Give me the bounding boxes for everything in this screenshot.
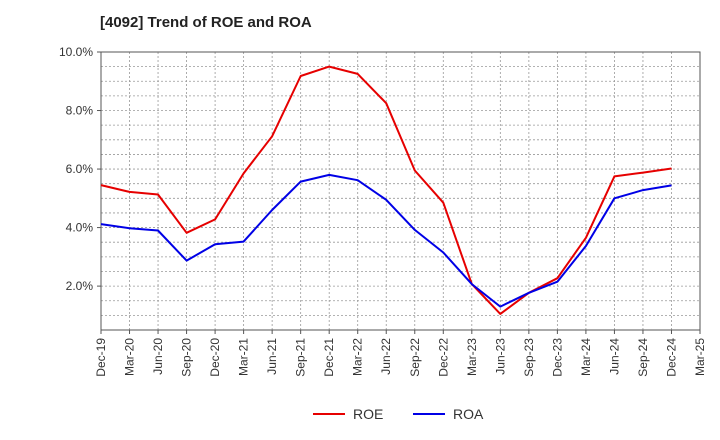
x-tick-label: Sep-20	[180, 338, 194, 377]
x-tick-label: Jun-24	[607, 338, 621, 375]
legend: ROE ROA	[313, 406, 484, 422]
y-tick-label: 2.0%	[66, 279, 94, 293]
x-axis: Dec-19 Mar-20 Jun-20 Sep-20 Dec-20 Mar-21 Jun-…	[94, 330, 707, 377]
x-tick-label: Mar-22	[351, 338, 365, 376]
x-tick-label: Mar-21	[237, 338, 251, 376]
plot-area	[100, 51, 701, 331]
y-tick-label: 10.0%	[59, 45, 93, 59]
x-tick-label: Mar-23	[465, 338, 479, 376]
grid-lines	[101, 52, 700, 330]
x-tick-label: Sep-22	[408, 338, 422, 377]
x-tick-label: Jun-20	[151, 338, 165, 375]
x-tick-label: Jun-21	[265, 338, 279, 375]
y-tick-label: 8.0%	[66, 104, 94, 118]
x-tick-label: Dec-21	[322, 338, 336, 377]
x-tick-label: Dec-20	[208, 338, 222, 377]
x-tick-label: Dec-22	[436, 338, 450, 377]
x-tick-label: Sep-24	[636, 338, 650, 377]
x-tick-label: Dec-24	[664, 338, 678, 377]
y-axis: 2.0% 4.0% 6.0% 8.0% 10.0%	[59, 45, 101, 293]
y-tick-label: 6.0%	[66, 162, 94, 176]
x-tick-label: Mar-25	[693, 338, 707, 376]
y-tick-label: 4.0%	[66, 221, 94, 235]
x-tick-label: Sep-21	[294, 338, 308, 377]
x-tick-label: Jun-22	[379, 338, 393, 375]
x-tick-label: Dec-23	[550, 338, 564, 377]
x-tick-label: Mar-24	[579, 338, 593, 376]
x-tick-label: Dec-19	[94, 338, 108, 377]
series-line-roe	[100, 65, 672, 315]
series-line-roa	[100, 173, 672, 308]
series-lines	[100, 65, 672, 315]
legend-label-roe: ROE	[353, 406, 383, 422]
x-tick-label: Mar-20	[123, 338, 137, 376]
chart-title: [4092] Trend of ROE and ROA	[100, 14, 312, 31]
x-tick-label: Sep-23	[522, 338, 536, 377]
legend-label-roa: ROA	[453, 406, 484, 422]
x-tick-label: Jun-23	[493, 338, 507, 375]
